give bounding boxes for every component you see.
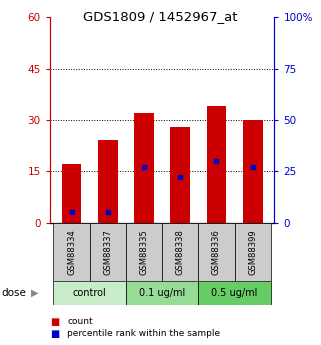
Text: dose: dose [2, 288, 26, 298]
Text: GSM88336: GSM88336 [212, 229, 221, 275]
Bar [198, 281, 271, 305]
Bar [198, 223, 235, 281]
Bar [53, 281, 126, 305]
Text: 0.1 ug/ml: 0.1 ug/ml [139, 288, 185, 298]
Text: GSM88337: GSM88337 [103, 229, 112, 275]
Point [142, 164, 147, 170]
Point [178, 175, 183, 180]
Bar [90, 223, 126, 281]
Text: count: count [67, 317, 93, 326]
Point [214, 158, 219, 164]
Bar [206, 106, 226, 223]
Text: GSM88335: GSM88335 [140, 229, 149, 275]
Bar [243, 120, 263, 223]
Bar [53, 223, 90, 281]
Point [69, 209, 74, 215]
Point [105, 209, 110, 215]
Bar [235, 223, 271, 281]
Text: percentile rank within the sample: percentile rank within the sample [67, 329, 221, 338]
Text: GSM88338: GSM88338 [176, 229, 185, 275]
Text: 0.5 ug/ml: 0.5 ug/ml [212, 288, 258, 298]
Point [250, 164, 255, 170]
Bar [134, 113, 154, 223]
Bar [126, 281, 198, 305]
Text: ■: ■ [50, 317, 59, 326]
Bar [62, 164, 82, 223]
Text: GSM88334: GSM88334 [67, 229, 76, 275]
Bar [126, 223, 162, 281]
Text: ▶: ▶ [31, 288, 39, 298]
Bar [170, 127, 190, 223]
Text: ■: ■ [50, 329, 59, 339]
Bar [162, 223, 198, 281]
Text: GDS1809 / 1452967_at: GDS1809 / 1452967_at [83, 10, 238, 23]
Text: control: control [73, 288, 107, 298]
Bar [98, 140, 118, 223]
Text: GSM88399: GSM88399 [248, 229, 257, 275]
